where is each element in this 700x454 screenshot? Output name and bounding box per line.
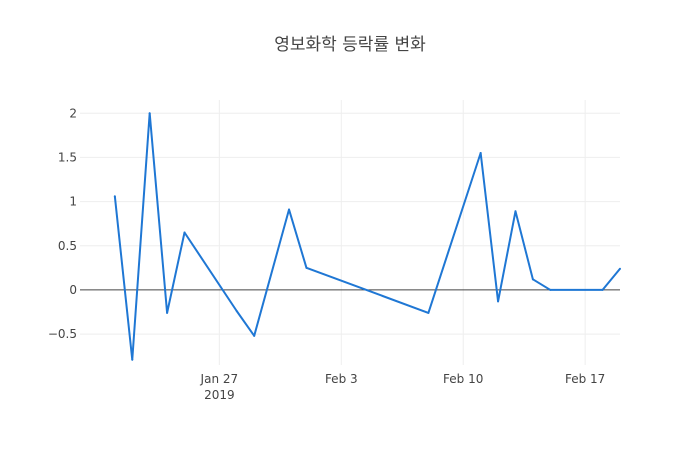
data-point [183,231,186,234]
data-point [619,267,621,270]
x-tick-label: Feb 17 [565,372,605,386]
grid-lines [80,100,620,365]
y-tick-label: −0.5 [48,327,77,341]
y-tick-label: 0.5 [58,239,77,253]
data-point [427,311,430,314]
y-tick-label: 0 [69,283,77,297]
y-tick-label: 1 [69,195,77,209]
x-tick-label: Feb 10 [443,372,483,386]
chart-title: 영보화학 등락률 변화 [274,35,426,55]
series-layer [113,112,621,361]
x-tick-sublabel: 2019 [204,388,235,402]
x-tick-label: Feb 3 [325,372,358,386]
data-point [479,152,482,154]
y-tick-label: 2 [69,106,77,120]
data-point [253,334,256,337]
data-point [166,311,169,314]
data-point [131,358,134,361]
y-tick-label: 1.5 [58,150,77,164]
data-point [235,310,238,313]
data-point [601,288,604,291]
data-point [113,195,116,198]
axes: Jan 27 2019 Feb 3 Feb 10 Feb 17 2 1.5 1 0.5 0 −0.5 [48,106,605,402]
data-point [305,266,308,269]
data-point [497,300,500,303]
data-point [531,278,534,281]
data-point [514,210,517,213]
data-point [549,288,552,291]
data-point [148,112,151,115]
data-point [288,208,291,211]
x-tick-label: Jan 27 [200,372,239,386]
